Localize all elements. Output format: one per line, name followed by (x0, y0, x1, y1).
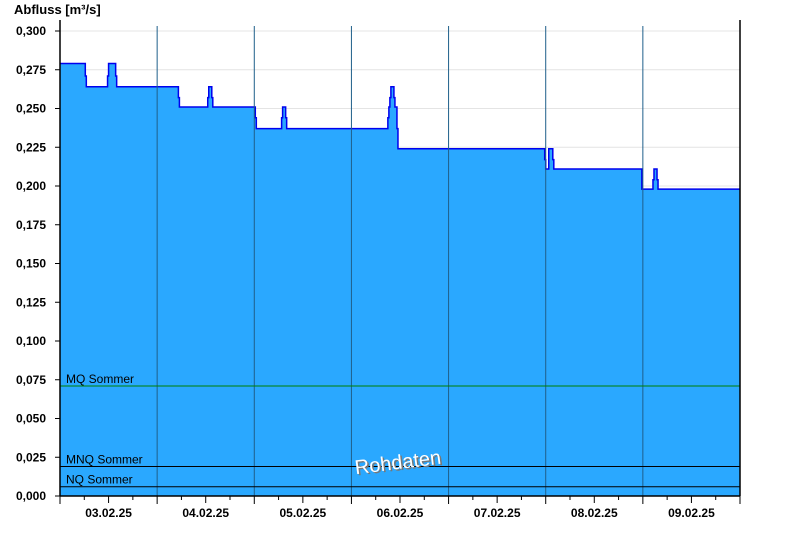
y-tick-label: 0,100 (16, 334, 46, 348)
discharge-line (60, 62, 740, 190)
y-tick-label: 0,075 (16, 373, 46, 387)
y-tick-label: 0,150 (16, 257, 46, 271)
y-tick-label: 0,275 (16, 63, 46, 77)
axes: 0,000 0,025 0,050 0,075 0,100 0,125 0,150 0,175… (16, 20, 741, 520)
x-tick-label: 04.02.25 (182, 506, 229, 520)
y-tick-label: 0,225 (16, 140, 46, 154)
x-tick-label: 06.02.25 (377, 506, 424, 520)
reference-line-label: NQ Sommer (66, 473, 133, 487)
y-tick-label: 0,125 (16, 295, 46, 309)
x-tick-label: 09.02.25 (668, 506, 715, 520)
y-tick-label: 0,050 (16, 412, 46, 426)
y-tick-label: 0,025 (16, 450, 46, 464)
day-separators (156, 26, 644, 496)
reference-lines: MQ Sommer MNQ Sommer NQ Sommer (60, 372, 740, 488)
y-tick-label: 0,250 (16, 102, 46, 116)
x-tick-label: 08.02.25 (571, 506, 618, 520)
x-tick-label: 07.02.25 (474, 506, 521, 520)
y-tick-label: 0,300 (16, 24, 46, 38)
reference-line-label: MNQ Sommer (66, 453, 143, 467)
y-tick-label: 0,200 (16, 179, 46, 193)
y-axis-title: Abfluss [m³/s] (14, 2, 101, 17)
y-tick-label: 0,175 (16, 218, 46, 232)
x-tick-label: 03.02.25 (85, 506, 132, 520)
y-tick-label: 0,000 (16, 489, 46, 503)
x-tick-label: 05.02.25 (279, 506, 326, 520)
discharge-area (60, 63, 740, 497)
reference-line-label: MQ Sommer (66, 372, 134, 386)
